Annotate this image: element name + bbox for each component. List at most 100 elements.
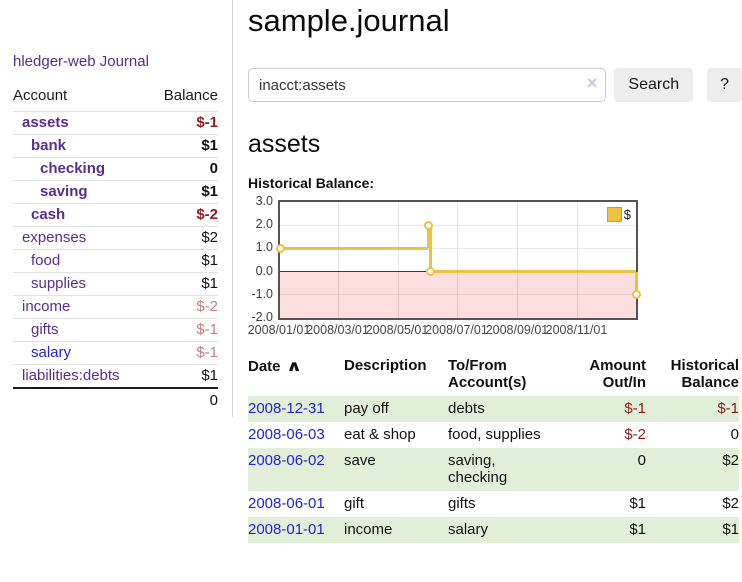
account-total-row: 0 xyxy=(13,387,218,413)
account-balance: $-2 xyxy=(148,295,218,319)
account-row: salary $-1 xyxy=(13,341,218,365)
chart-inner: 3.0 2.0 1.0 0.0 -1.0 -2.0 $ xyxy=(248,194,742,324)
account-name-cell: gifts xyxy=(13,318,149,342)
account-name-cell: supplies xyxy=(13,272,149,296)
transaction-accounts: gifts xyxy=(448,495,476,512)
account-link[interactable]: food xyxy=(31,252,61,269)
sort-asc-icon: ∧ xyxy=(285,358,302,375)
search-form: × Search ? xyxy=(248,68,742,102)
h-gridline xyxy=(280,224,636,226)
account-name-cell: assets xyxy=(13,111,149,135)
data-point-marker xyxy=(275,243,285,253)
account-row: expenses $2 xyxy=(13,226,218,250)
transaction-accounts: food, supplies xyxy=(448,426,541,443)
account-name-cell: salary xyxy=(13,341,149,365)
account-row: bank $1 xyxy=(13,134,218,158)
amount-column-header: Amount Out/In xyxy=(589,357,646,391)
account-name-cell: bank xyxy=(13,134,149,158)
chart-title: Historical Balance: xyxy=(248,175,375,191)
account-balance: $1 xyxy=(148,134,218,158)
account-balance: $1 xyxy=(148,364,218,388)
register-body: 2008-12-31 pay off debts $-1 $-1 2008-06-03 ea… xyxy=(248,396,739,543)
transaction-date-link[interactable]: 2008-06-03 xyxy=(248,426,325,443)
transaction-date-link[interactable]: 2008-06-01 xyxy=(248,495,325,512)
account-link[interactable]: income xyxy=(22,298,71,315)
line-segment xyxy=(430,270,636,274)
account-column-header: Account xyxy=(13,87,68,104)
account-balance: $-1 xyxy=(148,318,218,342)
negative-region xyxy=(280,271,636,318)
account-link[interactable]: assets xyxy=(22,114,69,131)
account-row: cash $-2 xyxy=(13,203,218,227)
account-tree-table: Account Balance assets $-1 bank $1 checking 0… xyxy=(13,83,218,413)
account-link[interactable]: supplies xyxy=(31,275,87,292)
clear-search-icon[interactable]: × xyxy=(586,73,598,93)
app-title-link[interactable]: hledger-web xyxy=(13,53,96,70)
h-gridline xyxy=(280,294,636,296)
transaction-date-link[interactable]: 2008-01-01 xyxy=(248,521,325,538)
register-header-row: Date ∧ Description To/From Account(s) Amo… xyxy=(248,355,739,396)
account-name-cell: liabilities:debts xyxy=(13,364,149,388)
y-tick-label: 0.0 xyxy=(255,263,273,278)
account-link[interactable]: checking xyxy=(40,160,106,177)
account-balance: $-2 xyxy=(148,203,218,227)
transaction-date-link[interactable]: 2008-12-31 xyxy=(248,400,325,417)
account-row: checking 0 xyxy=(13,157,218,181)
account-link[interactable]: gifts xyxy=(31,321,59,338)
account-name-cell: checking xyxy=(13,157,149,181)
account-link[interactable]: liabilities:debts xyxy=(22,367,120,384)
transaction-row: 2008-06-02 save saving, checking 0 $2 xyxy=(248,448,739,491)
transaction-balance: $-1 xyxy=(646,396,739,422)
x-tick-label: 2008/07/01 xyxy=(425,323,488,337)
search-box: × xyxy=(248,68,607,102)
transaction-balance: $2 xyxy=(722,495,739,512)
account-balance: $1 xyxy=(148,272,218,296)
transaction-date-cell: 2008-12-31 xyxy=(248,396,344,422)
search-input[interactable] xyxy=(248,68,607,102)
main-content: sample.journal × Search ? assets Histori… xyxy=(248,0,742,543)
account-link[interactable]: bank xyxy=(31,137,67,154)
account-link[interactable]: cash xyxy=(31,206,66,223)
balance-column-header-register: Historical Balance xyxy=(670,357,739,391)
account-link[interactable]: saving xyxy=(40,183,88,200)
line-segment xyxy=(280,246,429,250)
transaction-accounts: salary xyxy=(448,517,568,543)
register-table: Date ∧ Description To/From Account(s) Amo… xyxy=(248,355,739,543)
transaction-accounts: saving, checking xyxy=(448,448,568,491)
transaction-row: 2008-12-31 pay off debts $-1 $-1 xyxy=(248,396,739,422)
account-link[interactable]: expenses xyxy=(22,229,87,246)
x-tick-label: 2008/01/01 xyxy=(247,323,311,337)
v-gridline xyxy=(517,202,519,318)
line-segment xyxy=(428,225,432,272)
transaction-row: 2008-06-01 gift gifts $1 $2 xyxy=(248,491,739,517)
account-row: gifts $-1 xyxy=(13,318,218,342)
search-button[interactable]: Search xyxy=(614,68,694,102)
account-name-cell: expenses xyxy=(13,226,149,250)
transaction-date-cell: 2008-06-01 xyxy=(248,491,344,517)
y-tick-label: -1.0 xyxy=(251,286,273,301)
account-name-cell: income xyxy=(13,295,149,319)
account-name-cell: cash xyxy=(13,203,149,227)
y-tick-label: 2.0 xyxy=(255,217,273,232)
account-balance: $2 xyxy=(148,226,218,250)
help-button[interactable]: ? xyxy=(707,68,742,102)
sidebar: hledger-web Journal Account Balance asse… xyxy=(0,0,233,417)
account-row: supplies $1 xyxy=(13,272,218,296)
transaction-date-link[interactable]: 2008-06-02 xyxy=(248,452,325,469)
sidebar-item-journal[interactable]: Journal xyxy=(99,53,149,70)
chart-plot: $ xyxy=(275,200,641,320)
x-tick-label: 2008/03/01 xyxy=(306,323,369,337)
account-name-cell: food xyxy=(13,249,149,273)
balance-chart: 3.0 2.0 1.0 0.0 -1.0 -2.0 $ 2008/01/01 2008/03… xyxy=(248,194,742,338)
account-link[interactable]: salary xyxy=(31,344,72,361)
transaction-date-cell: 2008-01-01 xyxy=(248,517,344,543)
data-point-marker xyxy=(631,290,641,300)
chart-x-labels: 2008/01/01 2008/03/01 2008/05/01 2008/07/01… xyxy=(248,320,635,338)
page-title: sample.journal xyxy=(248,3,450,38)
account-tree-header-row: Account Balance xyxy=(13,83,218,112)
transaction-balance: $2 xyxy=(646,448,739,491)
transaction-row: 2008-06-03 eat & shop food, supplies $-2 0 xyxy=(248,422,739,448)
v-gridline xyxy=(397,202,399,318)
chart-legend: $ xyxy=(605,206,632,223)
date-column-header[interactable]: Date ∧ xyxy=(248,358,302,375)
